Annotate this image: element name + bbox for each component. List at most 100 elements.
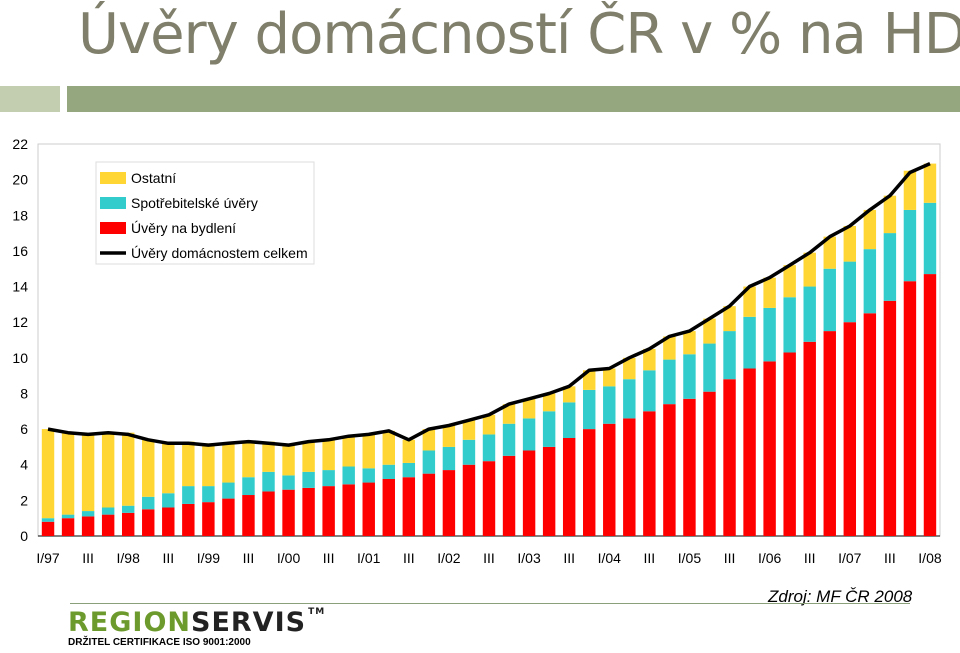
- bar-segment: [803, 286, 816, 342]
- bar-segment: [302, 471, 315, 488]
- bar-segment: [41, 521, 55, 536]
- bar-segment: [823, 331, 836, 536]
- bar-segment: [603, 386, 616, 424]
- bar-segment: [663, 336, 676, 360]
- bar-segment: [61, 514, 75, 519]
- bar-segment: [262, 491, 275, 536]
- bar-segment: [242, 495, 255, 536]
- bar-segment: [683, 354, 696, 399]
- bar-segment: [863, 249, 877, 314]
- bar-segment: [121, 512, 135, 536]
- bar-segment: [362, 468, 375, 483]
- x-tick-label: I/05: [678, 550, 702, 566]
- bar-segment: [182, 503, 195, 536]
- x-tick-label: I/98: [117, 550, 141, 566]
- bar-segment: [743, 368, 756, 536]
- x-axis-ticks: I/97 III I/98 III I/99 III I/00 III I/01 III I/02 I…: [36, 550, 942, 566]
- bar-segment: [763, 277, 776, 308]
- source-note: Zdroj: MF ČR 2008: [768, 587, 913, 606]
- x-tick-label: I/06: [758, 550, 782, 566]
- bar-segment: [202, 502, 215, 536]
- bar-segment: [923, 202, 937, 275]
- x-tick-label: III: [162, 550, 174, 566]
- bar-segment: [242, 477, 255, 496]
- bar-segment: [923, 274, 937, 536]
- bar-segment: [282, 475, 295, 490]
- bar-segment: [121, 432, 135, 506]
- bar-segment: [623, 379, 636, 419]
- y-tick-label: 12: [12, 314, 28, 330]
- y-tick-label: 14: [12, 279, 28, 295]
- y-tick-label: 8: [20, 385, 28, 401]
- bar-segment: [81, 516, 95, 536]
- bar-segment: [843, 225, 857, 262]
- title-banner-accent: [0, 86, 60, 112]
- bar-segment: [382, 464, 395, 479]
- bar-segment: [763, 307, 776, 362]
- bar-segment: [422, 473, 436, 536]
- bar-segment: [643, 370, 656, 412]
- bar-segment: [522, 418, 536, 451]
- bar-segment: [182, 441, 195, 487]
- bar-segment: [763, 361, 776, 536]
- y-tick-label: 16: [12, 243, 28, 259]
- bar-segment: [302, 487, 315, 536]
- bar-segment: [302, 441, 315, 472]
- bar-segment: [542, 393, 556, 412]
- x-tick-label: III: [884, 550, 896, 566]
- legend-label: Úvěry domácnostem celkem: [131, 245, 308, 261]
- total-line: [47, 161, 931, 447]
- bar-segment: [282, 489, 295, 536]
- bar-segment: [903, 281, 917, 536]
- bar-segment: [823, 236, 836, 269]
- bar-segment: [903, 170, 917, 210]
- bar-segment: [623, 418, 636, 536]
- bar-segment: [663, 359, 676, 405]
- bar-segment: [643, 348, 656, 371]
- bar-segment: [342, 436, 355, 467]
- bar-segment: [923, 163, 937, 203]
- x-tick-label: I/99: [197, 550, 221, 566]
- bar-segment: [202, 443, 215, 487]
- y-tick-label: 0: [20, 528, 28, 544]
- x-tick-label: III: [644, 550, 656, 566]
- bar-segment: [562, 386, 576, 403]
- x-tick-label: I/01: [357, 550, 381, 566]
- bar-segment: [101, 507, 115, 515]
- bar-segment: [863, 209, 877, 250]
- certification-note: DRŽITEL CERTIFIKACE ISO 9001:2000: [68, 637, 251, 648]
- bar-segment: [222, 498, 235, 536]
- chart-legend: Ostatní Spotřebitelské úvěry Úvěry na bydl…: [95, 161, 315, 265]
- legend-label: Úvěry na bydlení: [131, 220, 236, 236]
- bar-segment: [402, 462, 416, 478]
- bar-segment: [242, 441, 255, 478]
- bar-segment: [863, 313, 877, 536]
- bar-segment: [262, 441, 275, 472]
- bar-segment: [402, 439, 416, 463]
- x-tick-label: III: [563, 550, 575, 566]
- y-tick-label: 2: [20, 492, 28, 508]
- bar-segment: [703, 318, 716, 344]
- bar-segment: [703, 343, 716, 392]
- bar-segment: [382, 478, 395, 536]
- bar-segment: [402, 477, 416, 536]
- x-tick-label: I/97: [36, 550, 60, 566]
- y-tick-label: 18: [12, 207, 28, 223]
- bar-segment: [442, 446, 456, 471]
- x-tick-label: III: [724, 550, 736, 566]
- bar-segment: [282, 445, 295, 476]
- bar-segment: [162, 493, 175, 508]
- bar-segment: [542, 446, 556, 536]
- bar-segment: [61, 518, 75, 536]
- bar-segment: [562, 438, 576, 536]
- y-tick-label: 22: [12, 136, 28, 152]
- bar-segment: [81, 511, 95, 517]
- bar-segment: [342, 484, 355, 536]
- bar-segment: [202, 486, 215, 503]
- bar-segment: [81, 434, 95, 512]
- legend-swatch: [100, 172, 126, 184]
- bar-segment: [342, 466, 355, 485]
- bar-segment: [522, 450, 536, 536]
- legend-swatch: [100, 197, 126, 209]
- regionservis-logo: REGIONSERVIS TM: [68, 607, 326, 638]
